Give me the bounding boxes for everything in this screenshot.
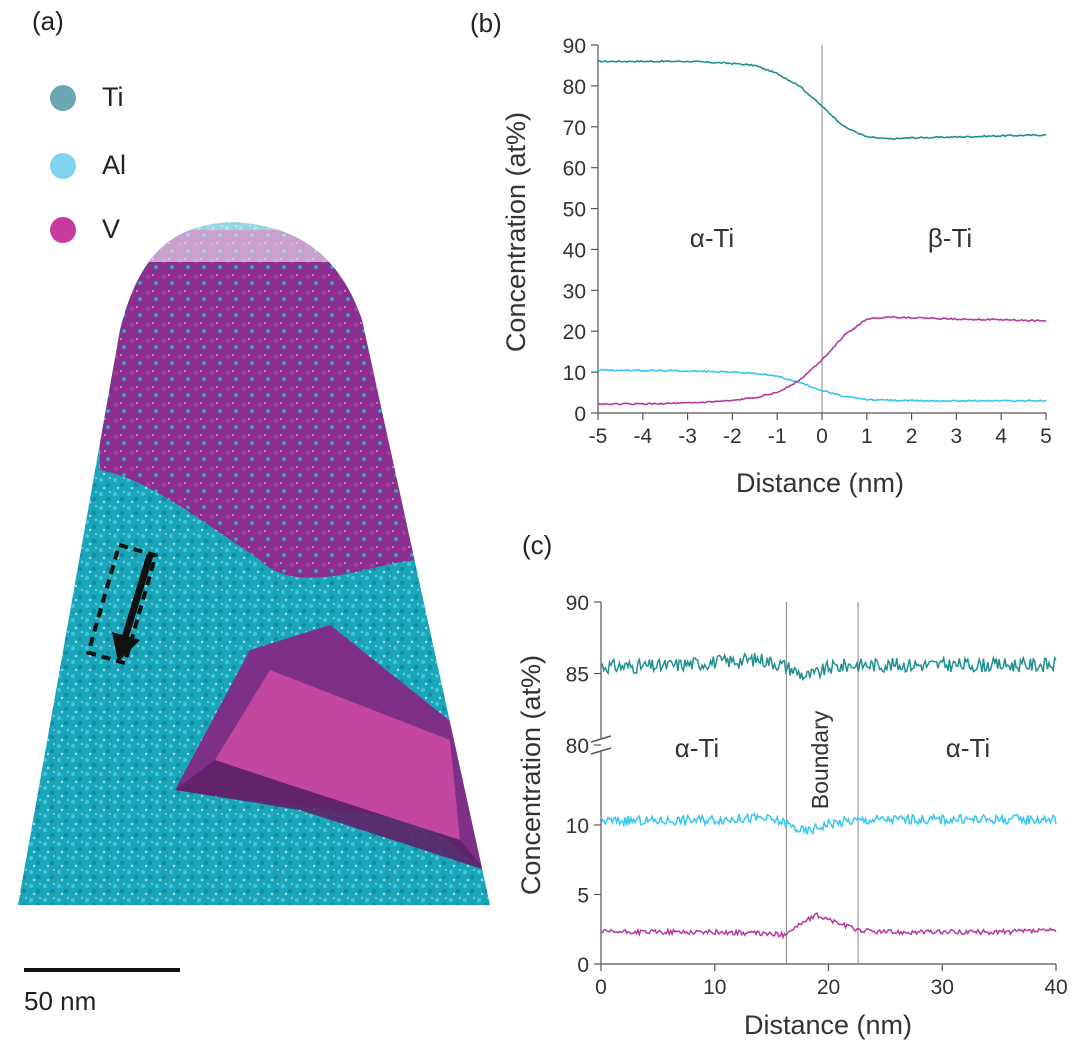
c-y-tick-label: 0 <box>577 954 589 977</box>
c-axis-break-mark <box>590 735 612 755</box>
c-series-line-2 <box>600 912 1057 940</box>
c-x-tick-label: 20 <box>817 976 840 999</box>
c-x-tick-label: 10 <box>703 976 726 999</box>
b-x-tick-label: -2 <box>723 425 742 448</box>
c-series-line-0 <box>600 652 1057 682</box>
b-annotation-beta: β-Ti <box>928 223 972 253</box>
b-y-tick-label: 80 <box>563 76 586 99</box>
c-annotation-alpha-left: α-Ti <box>675 733 719 763</box>
v-color-dot <box>50 216 76 243</box>
c-x-tick-label: 30 <box>931 976 954 999</box>
b-x-tick-label: 4 <box>995 425 1007 448</box>
scale-bar-label: 50 nm <box>24 986 97 1016</box>
profile-arrow-shaft <box>121 553 154 640</box>
b-y-tick-label: 20 <box>563 321 586 344</box>
legend-label-v: V <box>102 214 121 244</box>
b-y-tick-label: 60 <box>563 158 586 181</box>
legend-item-al: Al <box>50 150 126 181</box>
c-x-axis-label: Distance (nm) <box>744 1010 912 1040</box>
b-x-tick-label: 3 <box>951 425 963 448</box>
b-x-tick-label: 0 <box>816 425 828 448</box>
c-y-tick-label: 80 <box>566 735 589 758</box>
b-x-tick-label: 1 <box>861 425 873 448</box>
b-y-tick-label: 0 <box>574 403 586 426</box>
b-series-line-1 <box>597 368 1047 403</box>
scale-bar <box>24 968 180 972</box>
b-x-tick-label: -5 <box>589 425 608 448</box>
roi-dashed-box <box>85 542 159 666</box>
b-y-tick-label: 40 <box>563 239 586 262</box>
c-y-tick-label: 90 <box>566 592 589 615</box>
c-annotation-alpha-right: α-Ti <box>946 733 990 763</box>
legend-item-ti: Ti <box>50 82 124 113</box>
b-y-tick-label: 70 <box>563 117 586 140</box>
b-y-tick-label: 10 <box>563 362 586 385</box>
b-y-axis-label: Concentration (at%) <box>501 112 531 352</box>
panel-b-label: (b) <box>470 8 502 38</box>
b-y-tick-label: 90 <box>563 35 586 58</box>
b-y-tick-label: 50 <box>563 199 586 222</box>
b-annotation-alpha: α-Ti <box>690 223 734 253</box>
b-series-line-0 <box>598 59 1047 141</box>
b-x-tick-label: -3 <box>678 425 697 448</box>
c-x-tick-label: 40 <box>1044 976 1067 999</box>
legend-item-v: V <box>50 214 120 245</box>
atom-probe-tip-reconstruction <box>18 222 490 905</box>
ti-color-dot <box>50 84 76 111</box>
profile-arrow-head <box>112 632 140 662</box>
b-x-tick-label: -4 <box>633 425 652 448</box>
beta-phase-plate-face <box>215 670 460 840</box>
c-y-tick-label: 10 <box>566 815 589 838</box>
legend-label-ti: Ti <box>102 82 124 112</box>
panel-c-label: (c) <box>522 530 552 560</box>
legend-label-al: Al <box>102 150 127 180</box>
c-y-axis-label: Concentration (at%) <box>516 655 546 895</box>
b-x-tick-label: -1 <box>768 425 787 448</box>
c-y-tick-label: 85 <box>566 664 589 687</box>
b-series-line-2 <box>597 315 1047 406</box>
al-color-dot <box>50 152 76 179</box>
c-x-tick-label: 0 <box>595 976 607 999</box>
c-series-line-1 <box>600 812 1057 836</box>
b-x-axis-label: Distance (nm) <box>736 468 904 498</box>
b-y-tick-label: 30 <box>563 280 586 303</box>
c-annotation-boundary: Boundary <box>807 710 833 809</box>
c-y-tick-label: 5 <box>577 885 589 908</box>
panel-a-label: (a) <box>32 6 64 36</box>
b-x-tick-label: 5 <box>1040 425 1052 448</box>
v-rich-region <box>100 230 420 578</box>
b-x-tick-label: 2 <box>906 425 918 448</box>
